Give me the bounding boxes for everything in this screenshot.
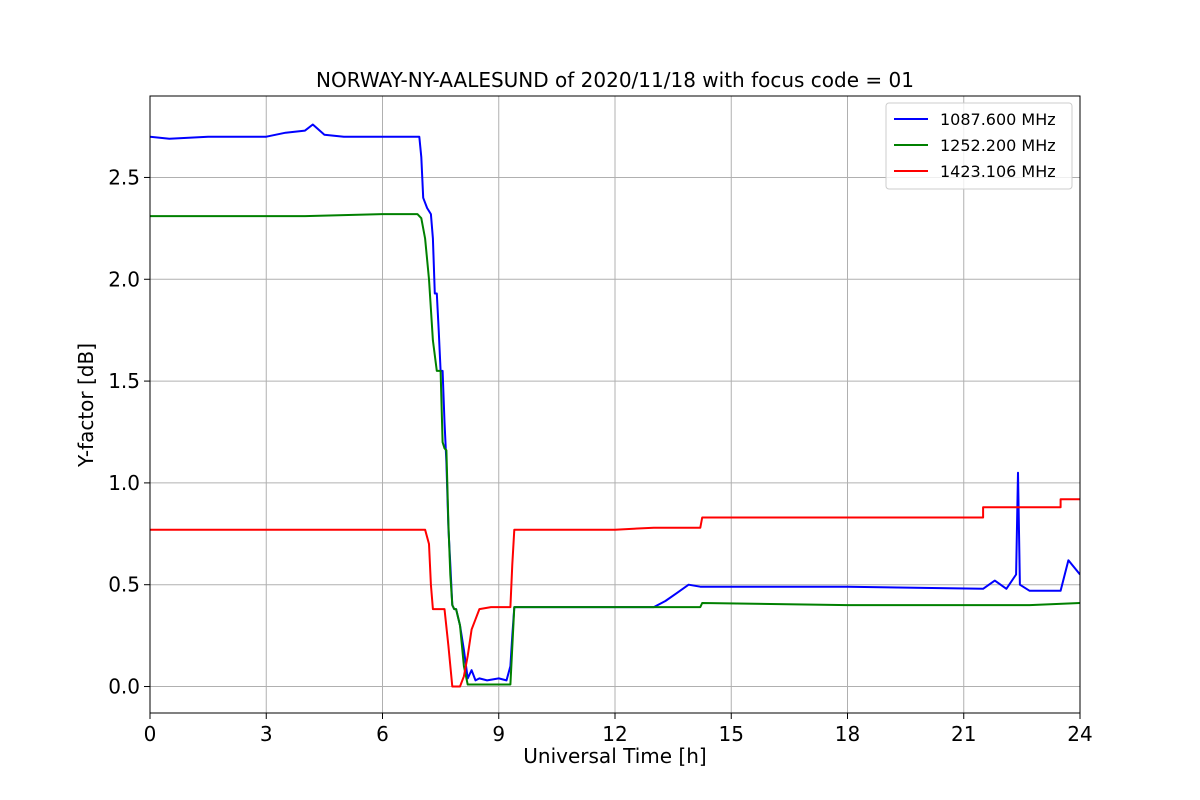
x-tick-label: 12 — [602, 722, 627, 746]
legend-label: 1423.106 MHz — [940, 162, 1056, 181]
series-line-2 — [150, 213, 1080, 686]
y-tick-label: 1.0 — [108, 471, 140, 495]
chart-title: NORWAY-NY-AALESUND of 2020/11/18 with fo… — [316, 68, 914, 92]
y-tick-label: 2.0 — [108, 267, 140, 291]
legend-label: 1087.600 MHz — [940, 110, 1056, 129]
x-tick-label: 24 — [1067, 722, 1092, 746]
x-tick-label: 0 — [144, 722, 157, 746]
plot-area — [150, 123, 1080, 688]
x-tick-label: 15 — [719, 722, 744, 746]
legend: 1087.600 MHz 1252.200 MHz 1423.106 MHz — [885, 102, 1073, 190]
y-tick-label: 0.0 — [108, 675, 140, 699]
x-tick-label: 6 — [376, 722, 389, 746]
x-tick-label: 18 — [835, 722, 860, 746]
legend-box — [885, 102, 1073, 190]
y-axis: 0.0 0.5 1.0 1.5 2.0 2.5 — [108, 165, 150, 699]
x-tick-label: 9 — [492, 722, 505, 746]
x-tick-label: 21 — [951, 722, 976, 746]
legend-label: 1252.200 MHz — [940, 136, 1056, 155]
y-tick-label: 1.5 — [108, 369, 140, 393]
x-tick-label: 3 — [260, 722, 273, 746]
y-tick-label: 0.5 — [108, 573, 140, 597]
x-axis: 0 3 6 9 12 15 18 21 24 — [144, 713, 1093, 746]
y-axis-label: Y-factor [dB] — [74, 343, 98, 468]
y-tick-label: 2.5 — [108, 165, 140, 189]
x-axis-label: Universal Time [h] — [523, 744, 706, 768]
series-line-3 — [150, 498, 1080, 688]
